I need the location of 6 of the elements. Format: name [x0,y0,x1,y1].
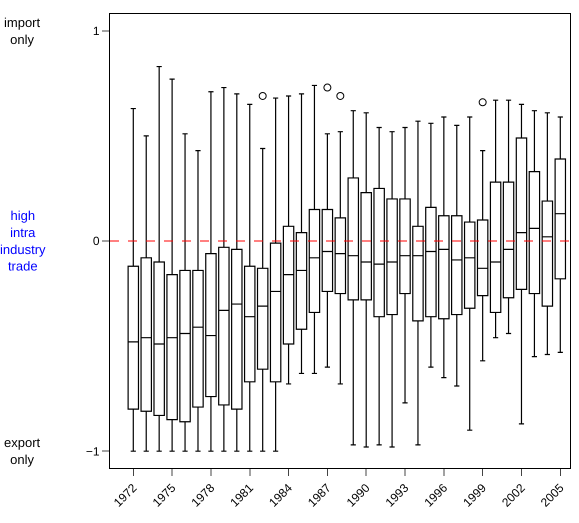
y-tick-label: 1 [92,24,100,38]
y-tick-label: 0 [92,234,100,248]
text: import only [4,15,41,47]
y-tick-label: −1 [86,444,100,458]
text: high intra industry trade [0,208,46,274]
text: export only [4,435,41,467]
